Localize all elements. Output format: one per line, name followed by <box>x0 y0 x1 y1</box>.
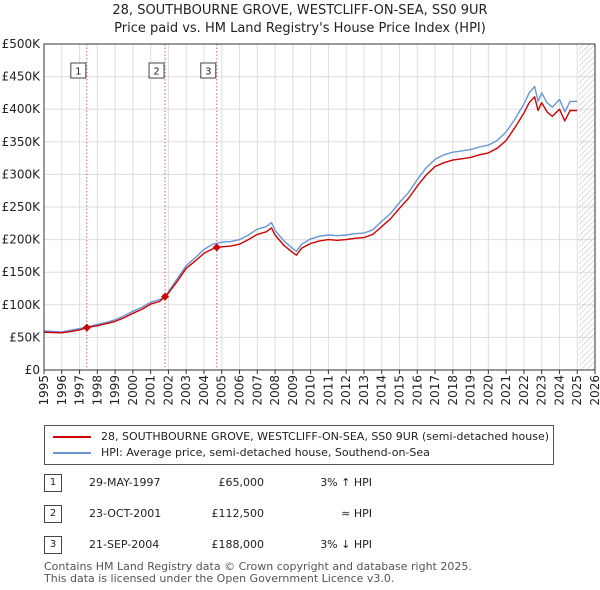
sale-hpi-relation: ≈ HPI <box>341 507 372 520</box>
x-tick-label: 2025 <box>570 375 584 406</box>
legend-item-hpi: HPI: Average price, semi-detached house,… <box>53 445 430 461</box>
y-tick-label: £500K <box>2 37 42 51</box>
sale-row: 2 23-OCT-2001 £112,500 ≈ HPI <box>44 505 464 523</box>
legend: 28, SOUTHBOURNE GROVE, WESTCLIFF-ON-SEA,… <box>44 425 554 465</box>
price-paid-line <box>43 96 578 334</box>
chart-area: 1 2 3 £0 £50K £100K £150K £200K £250K £300K £350K… <box>2 37 600 406</box>
x-tick-label: 2008 <box>268 375 282 406</box>
x-tick-label: 2006 <box>233 375 247 406</box>
legend-item-price-paid: 28, SOUTHBOURNE GROVE, WESTCLIFF-ON-SEA,… <box>53 429 549 445</box>
x-tick-label: 2018 <box>446 375 460 406</box>
x-tick-label: 2001 <box>144 375 158 406</box>
future-hatch <box>579 44 595 370</box>
x-axis: 1995 1996 1997 1998 1999 2000 2001 2002 2003 2004… <box>37 370 600 406</box>
future-region <box>579 44 595 370</box>
y-tick-label: £0 <box>25 363 40 377</box>
x-tick-label: 2020 <box>481 375 495 406</box>
sale-date: 23-OCT-2001 <box>89 507 162 520</box>
plot-frame <box>43 43 596 371</box>
series <box>43 85 578 334</box>
x-tick-label: 2015 <box>392 375 406 406</box>
x-tick-label: 2013 <box>357 375 371 406</box>
legend-swatch-price-paid <box>53 436 91 438</box>
y-tick-label: £300K <box>2 167 42 181</box>
x-tick-label: 2014 <box>375 375 389 406</box>
sale-label-number: 2 <box>153 67 159 78</box>
x-tick-label: 2016 <box>410 375 424 406</box>
x-tick-label: 2004 <box>197 375 211 406</box>
x-tick-label: 2003 <box>179 375 193 406</box>
sale-label-box <box>148 62 165 79</box>
legend-swatch-hpi <box>53 452 91 454</box>
y-tick-label: £200K <box>2 233 42 247</box>
chart-title: 28, SOUTHBOURNE GROVE, WESTCLIFF-ON-SEA,… <box>112 3 488 18</box>
y-axis: £0 £50K £100K £150K £200K £250K £300K £350K £400… <box>2 37 42 377</box>
sale-label-number: 1 <box>75 67 81 78</box>
sale-marker <box>212 243 221 252</box>
chart-subtitle: Price paid vs. HM Land Registry's House … <box>114 21 486 36</box>
footer-licence: This data is licensed under the Open Gov… <box>44 572 395 585</box>
sale-hpi-relation: 3% ↑ HPI <box>320 476 372 489</box>
grid <box>43 43 596 371</box>
x-tick-label: 2023 <box>535 375 549 406</box>
sale-row: 3 21-SEP-2004 £188,000 3% ↓ HPI <box>44 536 464 554</box>
y-tick-label: £250K <box>2 200 42 214</box>
sale-markers <box>82 243 221 332</box>
x-tick-label: 2024 <box>552 375 566 406</box>
sale-labels: 1 2 3 <box>70 62 217 79</box>
x-tick-label: 1996 <box>55 375 69 406</box>
sale-number: 1 <box>44 474 62 492</box>
sale-price: £188,000 <box>211 538 265 551</box>
y-tick-label: £450K <box>2 70 42 84</box>
y-tick-label: £350K <box>2 135 42 149</box>
x-tick-label: 2026 <box>588 375 600 406</box>
y-tick-label: £50K <box>9 330 41 344</box>
sale-price: £112,500 <box>211 507 265 520</box>
sale-number: 2 <box>44 505 62 523</box>
legend-label-hpi: HPI: Average price, semi-detached house,… <box>101 446 430 459</box>
x-tick-label: 2000 <box>126 375 140 406</box>
sale-number: 3 <box>44 536 62 554</box>
x-tick-label: 2005 <box>215 375 229 406</box>
x-tick-label: 2022 <box>517 375 531 406</box>
sale-marker <box>161 292 170 301</box>
y-tick-label: £400K <box>2 102 42 116</box>
x-tick-label: 1999 <box>108 375 122 406</box>
sale-marker <box>82 323 91 332</box>
sale-price: £65,000 <box>218 476 265 489</box>
x-tick-label: 2011 <box>321 375 335 406</box>
x-tick-label: 2002 <box>161 375 175 406</box>
sale-row: 1 29-MAY-1997 £65,000 3% ↑ HPI <box>44 474 464 492</box>
x-tick-label: 1998 <box>90 375 104 406</box>
sale-label-box <box>70 62 87 79</box>
footer-copyright: Contains HM Land Registry data © Crown c… <box>44 560 472 573</box>
x-tick-label: 1995 <box>37 375 51 406</box>
hpi-line <box>43 85 578 333</box>
legend-label-price-paid: 28, SOUTHBOURNE GROVE, WESTCLIFF-ON-SEA,… <box>101 430 550 443</box>
sale-date: 21-SEP-2004 <box>89 538 160 551</box>
x-tick-label: 2019 <box>464 375 478 406</box>
x-tick-label: 2007 <box>250 375 264 406</box>
x-tick-label: 2010 <box>304 375 318 406</box>
x-tick-label: 2017 <box>428 375 442 406</box>
x-tick-label: 2021 <box>499 375 513 406</box>
sale-date: 29-MAY-1997 <box>89 476 161 489</box>
sale-hpi-relation: 3% ↓ HPI <box>320 538 372 551</box>
y-tick-label: £150K <box>2 265 42 279</box>
sale-label-box <box>200 62 217 79</box>
x-tick-label: 2012 <box>339 375 353 406</box>
sale-label-number: 3 <box>205 67 211 78</box>
y-tick-label: £100K <box>2 298 42 312</box>
x-tick-label: 1997 <box>73 375 87 406</box>
x-tick-label: 2009 <box>286 375 300 406</box>
